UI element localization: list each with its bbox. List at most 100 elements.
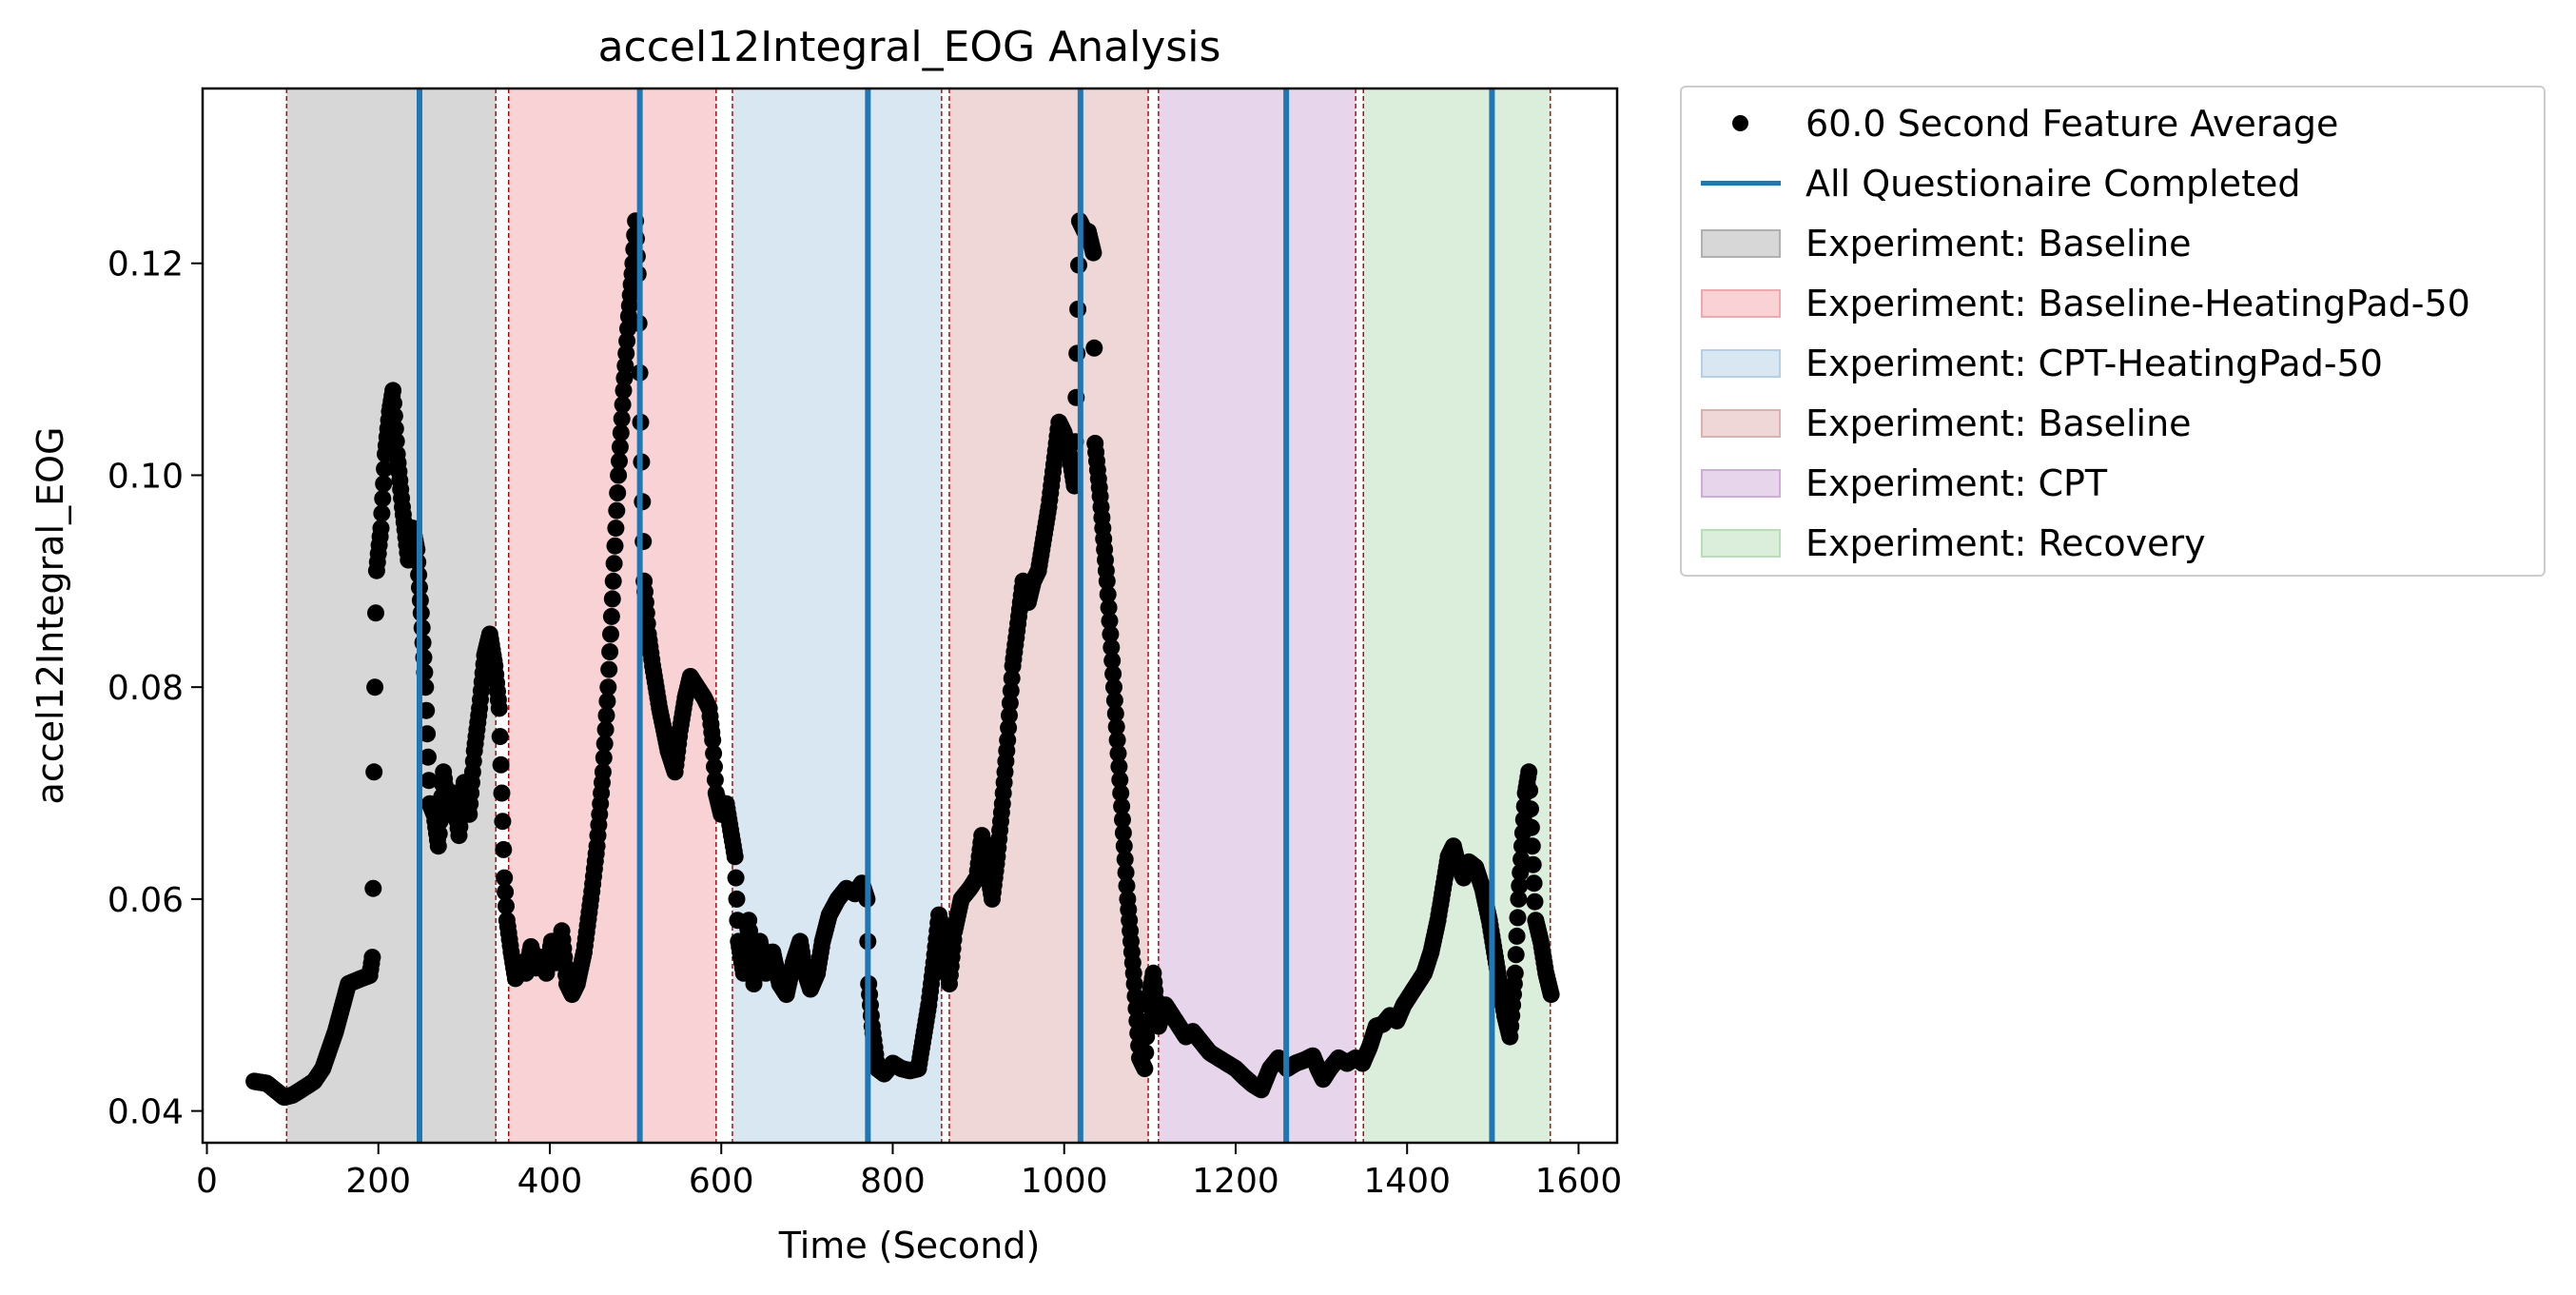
data-point [1100,598,1118,617]
data-point [385,407,403,425]
x-tick-label: 0 [196,1162,218,1201]
x-axis-ticks: 0 200 400 600 800 1000 1200 1400 1600 [196,1143,1622,1201]
y-axis-label: accel12Integral_EOG [29,427,71,805]
data-point [1137,1044,1155,1062]
data-point [1510,890,1528,908]
legend: 60.0 Second Feature Average All Questiona… [1680,86,2546,577]
data-point [1507,946,1525,964]
data-point [373,504,391,522]
data-point [605,555,623,573]
data-point [597,706,615,724]
data-point [611,452,628,470]
data-point [612,423,630,441]
legend-label: 60.0 Second Feature Average [1805,103,2339,145]
data-point [1105,692,1123,710]
experiment-regions [286,88,1551,1143]
x-tick-label: 800 [860,1162,926,1201]
data-point [1002,681,1020,699]
legend-item-3: Experiment: Baseline [1682,215,2544,272]
legend-item-5: Experiment: CPT-HeatingPad-50 [1682,335,2544,392]
y-tick-label: 0.12 [107,245,184,285]
data-point [1114,811,1131,829]
data-point [1509,909,1527,927]
legend-marker-patch [1701,289,1781,318]
data-point [1512,864,1530,881]
y-axis-ticks: 0.04 0.06 0.08 0.10 0.12 [107,245,203,1132]
data-point [610,466,628,484]
data-point [1525,874,1543,893]
data-point [367,604,384,622]
data-point [386,420,404,438]
data-point [1101,612,1119,630]
legend-item-2: All Questionaire Completed [1682,155,2544,212]
data-point [596,720,615,738]
data-point [1506,964,1524,982]
data-point [1110,757,1128,775]
data-point [604,572,622,590]
data-point [1522,818,1540,836]
data-point [493,784,511,802]
data-point [1116,851,1134,869]
data-point [1114,824,1132,842]
legend-label: Experiment: CPT-HeatingPad-50 [1805,343,2383,384]
data-point [1522,800,1539,818]
data-point [1000,718,1018,736]
data-point [618,332,636,350]
data-point [1105,678,1122,697]
data-point [1102,625,1120,643]
data-point [1115,837,1133,855]
data-point [1117,864,1135,881]
data-point [492,755,510,774]
x-axis-label: Time (Second) [778,1225,1041,1266]
data-point [1136,1060,1154,1078]
data-point [496,869,514,887]
legend-item-8: Experiment: Recovery [1682,515,2544,572]
data-point [420,772,438,790]
data-point [385,394,402,412]
data-point [728,890,746,908]
data-point [1508,927,1526,945]
y-tick-label: 0.10 [107,457,184,496]
data-point [726,848,744,866]
data-point [1001,706,1018,724]
data-point [600,660,618,678]
data-point [419,725,437,743]
region-4 [948,88,1149,1143]
region-5 [1158,88,1356,1143]
data-point [1104,665,1122,683]
y-tick-label: 0.04 [107,1093,184,1132]
data-point [363,949,381,967]
region-boundary-lines [285,88,1551,1143]
data-point [1111,771,1129,789]
legend-marker-patch [1701,409,1781,438]
data-point [1001,694,1019,712]
data-point [1524,855,1542,873]
data-point [614,396,632,414]
data-point [497,883,515,901]
data-point [1085,339,1103,357]
plot-frame [201,87,1619,1145]
data-point [613,410,631,428]
data-point [607,520,625,538]
data-point [1103,652,1122,670]
data-point [595,735,614,753]
legend-label: All Questionaire Completed [1805,163,2301,205]
data-point [1526,893,1544,911]
data-point [1113,797,1131,815]
data-point [1107,717,1125,736]
data-point [430,825,448,843]
questionnaire-lines [417,88,1495,1143]
data-point [1098,572,1116,590]
x-tick-label: 400 [517,1162,583,1201]
data-point [490,699,508,717]
data-point [420,748,437,766]
data-point [494,813,512,831]
legend-label: Experiment: CPT [1805,462,2108,504]
data-point [706,771,724,789]
data-point [495,840,513,858]
data-point [498,897,515,915]
data-point [364,879,382,897]
x-tick-label: 1400 [1363,1162,1451,1201]
data-point [611,438,629,456]
